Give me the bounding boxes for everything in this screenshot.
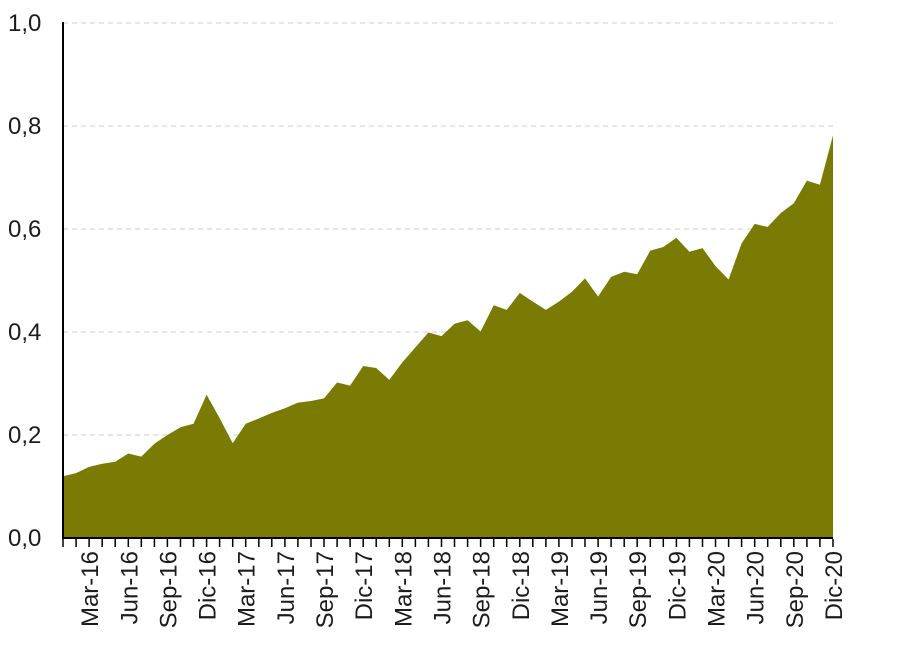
y-tick-label: 0,8 (8, 113, 41, 140)
x-tick-label: Jun-17 (273, 551, 300, 624)
x-tick-label: Dic-20 (821, 551, 848, 620)
y-tick-label: 0,6 (8, 216, 41, 243)
x-tick-label: Mar-18 (390, 551, 417, 627)
x-tick-label: Mar-17 (234, 551, 261, 627)
x-tick-label: Mar-20 (704, 551, 731, 627)
x-tick-label: Sep-18 (469, 551, 496, 628)
x-tick-label: Dic-18 (508, 551, 535, 620)
x-tick-label: Dic-16 (195, 551, 222, 620)
x-tick-label: Mar-16 (77, 551, 104, 627)
x-tick-label: Sep-19 (625, 551, 652, 628)
x-tick-label: Sep-16 (155, 551, 182, 628)
x-tick-label: Jun-19 (586, 551, 613, 624)
area-series (63, 135, 833, 539)
x-tick-label: Dic-17 (351, 551, 378, 620)
x-tick-label: Mar-19 (547, 551, 574, 627)
y-tick-label: 0,0 (8, 525, 41, 552)
x-tick-label: Jun-16 (116, 551, 143, 624)
x-tick-label: Jun-20 (743, 551, 770, 624)
x-tick-label: Sep-20 (782, 551, 809, 628)
x-tick-label: Sep-17 (312, 551, 339, 628)
y-tick-label: 0,2 (8, 422, 41, 449)
x-tick-label: Jun-18 (430, 551, 457, 624)
y-tick-label: 1,0 (8, 10, 41, 37)
x-tick-label: Dic-19 (664, 551, 691, 620)
y-tick-label: 0,4 (8, 319, 41, 346)
